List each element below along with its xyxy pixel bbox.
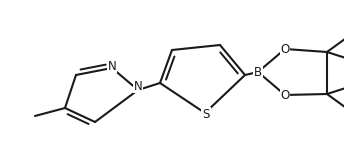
Text: N: N: [133, 80, 142, 92]
Text: O: O: [280, 43, 290, 56]
Text: B: B: [254, 65, 262, 79]
Text: S: S: [202, 108, 210, 120]
Text: N: N: [108, 60, 116, 72]
Text: O: O: [280, 88, 290, 101]
